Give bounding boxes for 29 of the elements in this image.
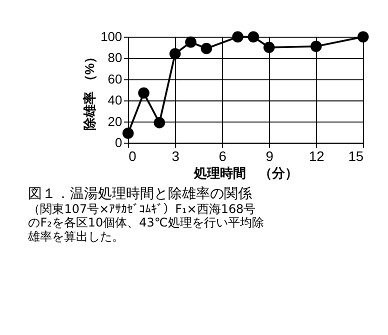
text: 雄率を算出した。 — [27, 230, 124, 244]
y-tick-label: 40 — [108, 92, 122, 108]
y-tick-label: 20 — [108, 114, 122, 129]
point — [310, 40, 322, 52]
x-tick-label: 12 — [308, 148, 324, 164]
text: のF₂を各区10個体、43℃処理を行い平均除 — [28, 216, 264, 230]
text: （関東107号×ｱｻｶｾﾞｺﾑｷﾞ）F₁×西海168号 — [28, 202, 256, 216]
point — [138, 87, 150, 99]
point — [169, 48, 181, 60]
point — [154, 117, 166, 128]
x-axis-title: 処理時間 （分） — [193, 165, 298, 180]
text: 図１．温湯処理時間と除雄率の関係 — [28, 186, 252, 202]
x-tick-label: 6 — [218, 148, 227, 164]
point — [122, 128, 134, 139]
point — [200, 42, 212, 54]
point — [185, 36, 196, 48]
y-tick-label: 60 — [108, 71, 122, 86]
y-axis-title: 除雄率 （%） — [82, 50, 98, 130]
point — [248, 31, 260, 42]
x-tick-label: 0 — [128, 148, 137, 164]
point — [263, 42, 275, 54]
y-tick-label: 0 — [114, 134, 122, 150]
x-tick-label: 3 — [172, 148, 180, 164]
point — [232, 31, 244, 42]
x-tick-label: 9 — [266, 148, 274, 164]
x-tick-label: 15 — [348, 148, 364, 164]
y-tick-label: 80 — [108, 50, 122, 66]
y-tick-label: 100 — [100, 28, 122, 44]
point — [357, 31, 369, 42]
